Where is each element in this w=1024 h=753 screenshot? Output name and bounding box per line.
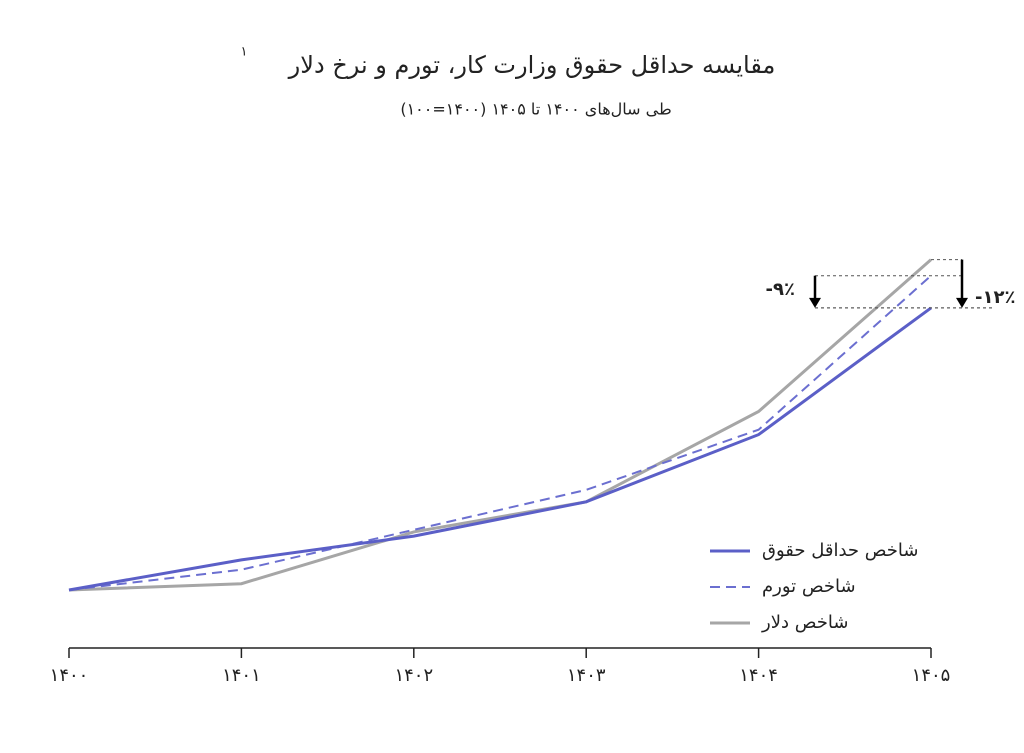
annotation-label: -۹٪	[766, 279, 795, 300]
legend-label: شاخص تورم	[762, 576, 856, 597]
x-tick-label: ۱۴۰۵	[912, 665, 951, 686]
x-tick-label: ۱۴۰۰	[50, 665, 89, 686]
series-line	[68, 274, 932, 591]
x-tick-label: ۱۴۰۱	[222, 665, 261, 686]
x-tick-label: ۱۴۰۳	[567, 665, 606, 686]
series-line	[68, 306, 932, 592]
legend-label: شاخص حداقل حقوق	[762, 540, 919, 561]
chart-title: مقایسه حداقل حقوق وزارت کار، تورم و نرخ …	[288, 51, 776, 79]
chart-subtitle: طی سال‌های ۱۴۰۰ تا ۱۴۰۵ (۱۴۰۰=۱۰۰)	[400, 100, 671, 119]
title-note: ۱	[241, 45, 248, 60]
annotation-label: -۱۲٪	[975, 287, 1015, 308]
x-tick-label: ۱۴۰۲	[394, 665, 433, 686]
series-line	[68, 258, 932, 592]
annotation-arrowhead	[809, 297, 821, 308]
legend-label: شاخص دلار	[761, 612, 848, 633]
x-tick-label: ۱۴۰۴	[739, 665, 778, 686]
annotation-arrowhead	[956, 297, 968, 308]
